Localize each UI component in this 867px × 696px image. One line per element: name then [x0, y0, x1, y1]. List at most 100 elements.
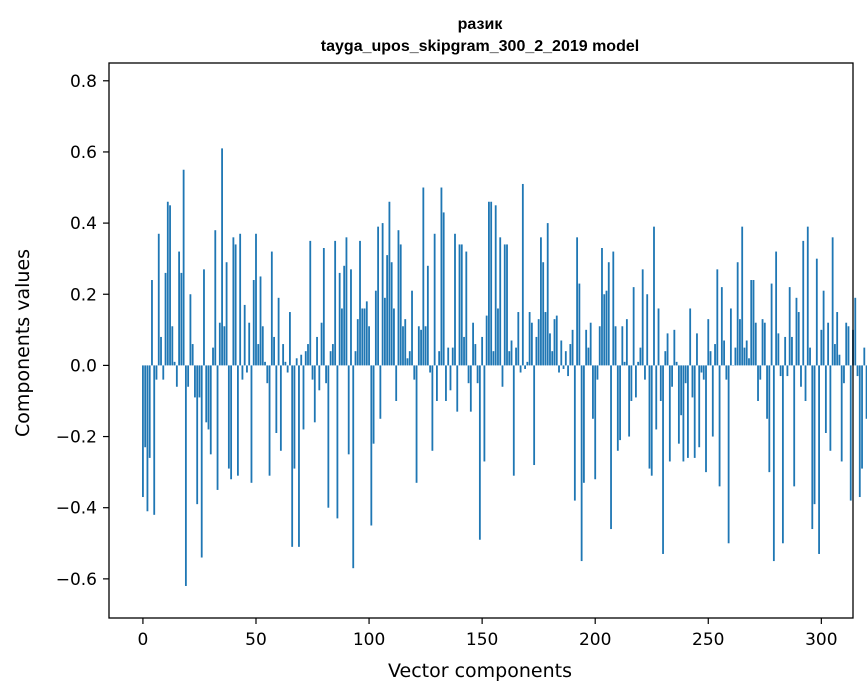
bar	[343, 265, 346, 366]
bar	[644, 365, 646, 380]
bar	[824, 365, 827, 433]
bar	[648, 365, 651, 469]
bar	[361, 308, 364, 366]
bar	[781, 365, 784, 544]
bar	[657, 308, 660, 366]
bar	[797, 312, 800, 366]
bar	[250, 365, 253, 483]
bar	[431, 365, 434, 451]
bar	[411, 290, 413, 366]
bar	[404, 319, 407, 366]
bar	[469, 365, 472, 412]
bar	[802, 240, 805, 366]
bar	[413, 365, 416, 380]
bar	[779, 365, 782, 377]
bar	[693, 365, 696, 458]
bar	[659, 365, 662, 401]
bar	[587, 347, 590, 366]
bar	[829, 365, 832, 451]
bar	[601, 248, 603, 366]
bar	[234, 244, 237, 366]
y-tick-label: −0.2	[56, 428, 97, 448]
bar	[467, 365, 470, 384]
bar	[847, 326, 850, 366]
x-axis-label: Vector components	[388, 660, 572, 682]
bar	[736, 262, 739, 366]
bar	[506, 244, 508, 366]
bar	[632, 287, 635, 366]
bar	[838, 354, 841, 366]
bar	[438, 351, 441, 366]
bar	[788, 287, 791, 366]
bar	[524, 365, 526, 369]
bar	[777, 333, 780, 366]
bar	[605, 290, 608, 366]
bar	[768, 365, 771, 473]
bar	[173, 361, 176, 366]
bar	[356, 319, 359, 366]
bar	[528, 312, 531, 366]
bar	[705, 365, 707, 473]
bar	[232, 237, 235, 366]
bar	[804, 365, 807, 401]
x-tick-label: 100	[353, 630, 385, 650]
bar	[720, 287, 723, 366]
bar	[818, 365, 820, 554]
bar	[592, 365, 594, 419]
bar	[596, 365, 599, 380]
bar	[194, 365, 196, 398]
bar	[153, 365, 156, 515]
bar	[687, 365, 689, 458]
bar	[406, 358, 409, 366]
bar	[257, 344, 260, 366]
bar	[178, 251, 181, 366]
bar	[664, 351, 667, 366]
bar	[562, 365, 565, 369]
bar	[465, 251, 468, 366]
bar	[169, 205, 171, 366]
bar	[537, 319, 540, 366]
bar	[182, 169, 185, 366]
bar	[289, 312, 291, 366]
bar	[350, 269, 352, 366]
bar	[307, 344, 309, 366]
bar	[576, 237, 579, 366]
bar	[573, 365, 576, 501]
chart-subtitle: tayga_upos_skipgram_300_2_2019 model	[321, 38, 639, 55]
bar	[474, 344, 477, 366]
bar	[187, 365, 190, 387]
bar	[786, 365, 789, 377]
bar	[619, 365, 621, 441]
bar	[530, 322, 533, 366]
y-axis-ticks: −0.6 −0.4 −0.2 0.0 0.2 0.4 0.6 0.8	[56, 72, 109, 590]
bar	[533, 365, 536, 466]
bar	[223, 326, 226, 366]
bar	[698, 365, 701, 448]
bar	[621, 326, 624, 366]
bar	[795, 297, 798, 366]
bar	[560, 340, 563, 366]
bar	[424, 326, 427, 366]
bar	[331, 344, 334, 366]
bar	[239, 233, 242, 366]
bar	[849, 365, 852, 501]
bar	[612, 251, 615, 366]
bar	[718, 365, 721, 487]
bar	[279, 365, 282, 451]
bar	[488, 201, 490, 366]
bar	[492, 351, 495, 366]
bar	[379, 365, 382, 419]
bar	[311, 365, 314, 380]
bar	[863, 347, 866, 366]
bar	[739, 319, 741, 366]
bar	[449, 365, 452, 391]
bar	[834, 344, 836, 366]
bar	[304, 351, 307, 366]
bar	[370, 365, 373, 526]
bar	[519, 365, 522, 373]
bar	[230, 365, 233, 480]
bar	[368, 326, 370, 366]
bar	[365, 301, 368, 366]
bar	[806, 226, 809, 366]
bar	[451, 347, 454, 366]
